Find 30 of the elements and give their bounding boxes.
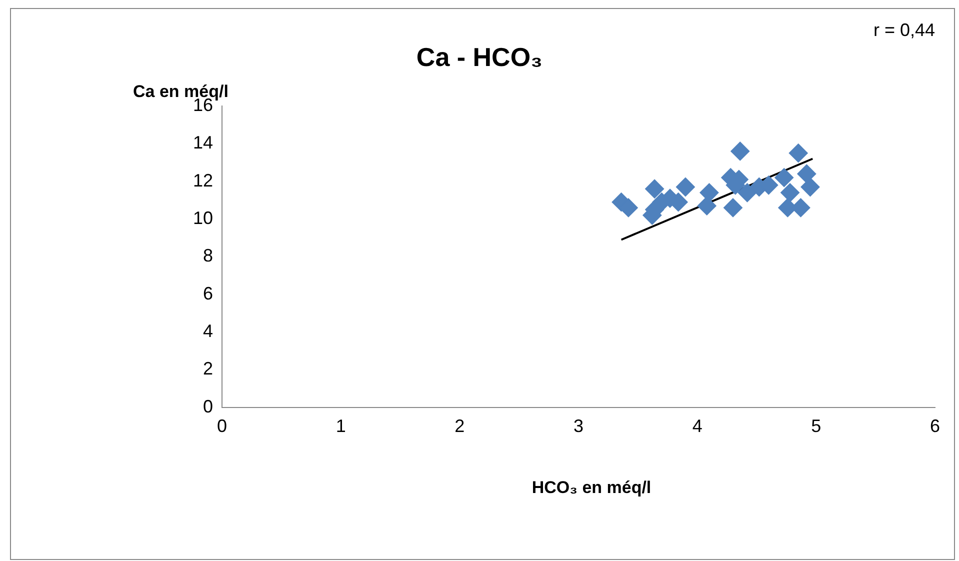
x-tick-label: 3 xyxy=(574,416,584,436)
point xyxy=(800,178,820,196)
point xyxy=(738,183,757,202)
x-tick-label: 2 xyxy=(454,416,465,436)
point xyxy=(645,179,664,198)
y-tick-label: 6 xyxy=(203,283,214,304)
point xyxy=(797,164,816,184)
y-tick-label: 0 xyxy=(203,396,214,416)
x-axis-title: HCO₃ en méq/l xyxy=(530,478,652,498)
y-tick-label: 8 xyxy=(203,246,214,266)
y-tick-label: 2 xyxy=(203,358,214,379)
x-tick-label: 0 xyxy=(217,416,228,436)
point xyxy=(697,196,716,216)
point xyxy=(730,142,750,161)
point xyxy=(676,178,695,196)
x-tick-label: 5 xyxy=(811,416,822,436)
point xyxy=(774,168,794,188)
point xyxy=(723,198,742,218)
y-tick-label: 12 xyxy=(192,170,214,190)
point xyxy=(700,183,719,202)
chart-title: Ca - HCO₃ xyxy=(415,42,544,73)
text: r = 0,44 xyxy=(873,20,935,41)
x-tick-label: 6 xyxy=(930,416,940,436)
point xyxy=(780,183,800,202)
y-tick-label: 4 xyxy=(203,321,214,342)
x-tick-label: 1 xyxy=(336,416,346,436)
y-tick-label: 10 xyxy=(192,208,214,228)
x-tick-label: 4 xyxy=(692,416,702,436)
point xyxy=(788,144,808,163)
y-tick-label: 14 xyxy=(192,132,214,153)
